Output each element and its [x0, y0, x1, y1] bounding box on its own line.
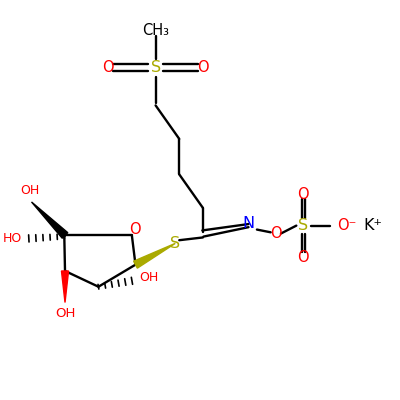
- Text: S: S: [170, 236, 180, 251]
- Text: O: O: [270, 226, 282, 241]
- Text: OH: OH: [20, 184, 39, 197]
- Text: HO: HO: [2, 232, 22, 245]
- Text: O: O: [129, 222, 141, 237]
- Text: O: O: [298, 250, 309, 265]
- Text: O: O: [298, 186, 309, 202]
- Text: K⁺: K⁺: [363, 218, 382, 233]
- Text: N: N: [242, 216, 254, 231]
- Text: S: S: [298, 218, 308, 233]
- Polygon shape: [32, 202, 68, 238]
- Text: S: S: [150, 60, 161, 76]
- Text: OH: OH: [139, 271, 158, 284]
- Text: O: O: [102, 60, 114, 76]
- Polygon shape: [134, 243, 175, 268]
- Text: CH₃: CH₃: [142, 23, 169, 38]
- Polygon shape: [62, 271, 68, 302]
- Text: O⁻: O⁻: [337, 218, 356, 233]
- Text: O: O: [197, 60, 209, 76]
- Text: OH: OH: [55, 307, 75, 320]
